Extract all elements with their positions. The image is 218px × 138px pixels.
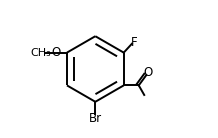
Text: O: O xyxy=(143,66,152,79)
Text: O: O xyxy=(51,46,61,59)
Text: CH₃: CH₃ xyxy=(31,48,51,58)
Text: F: F xyxy=(131,36,138,49)
Text: Br: Br xyxy=(89,112,102,125)
